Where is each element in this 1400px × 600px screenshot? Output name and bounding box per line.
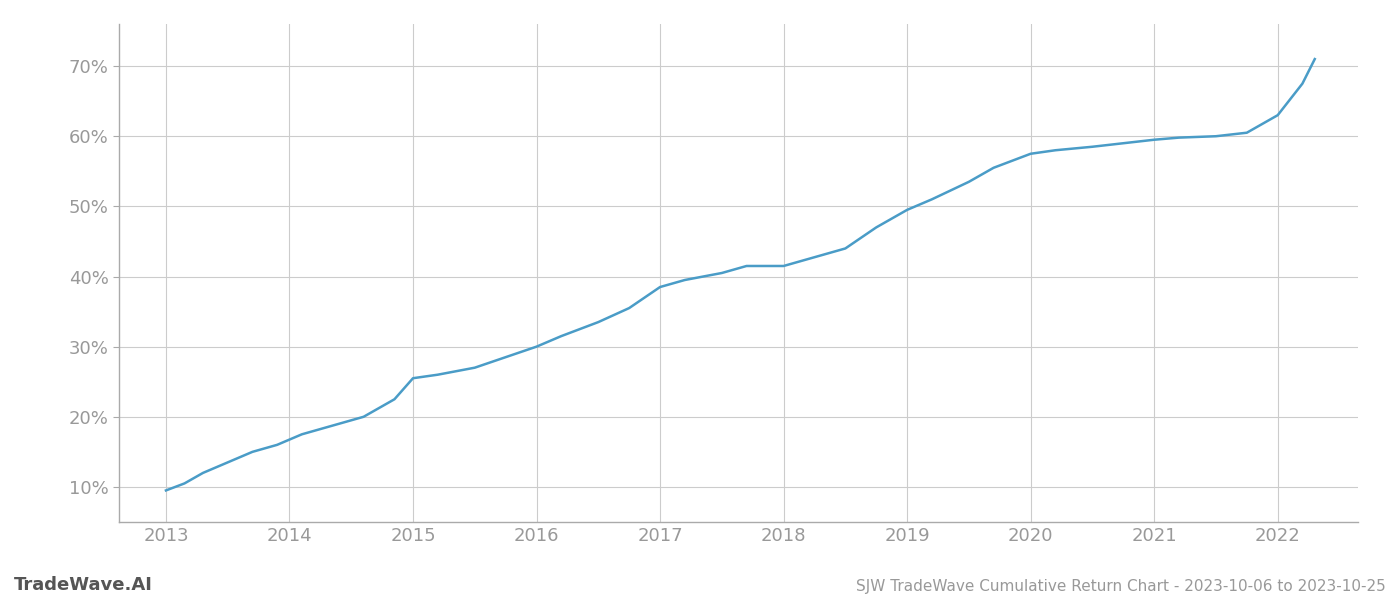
Text: TradeWave.AI: TradeWave.AI [14,576,153,594]
Text: SJW TradeWave Cumulative Return Chart - 2023-10-06 to 2023-10-25: SJW TradeWave Cumulative Return Chart - … [857,579,1386,594]
